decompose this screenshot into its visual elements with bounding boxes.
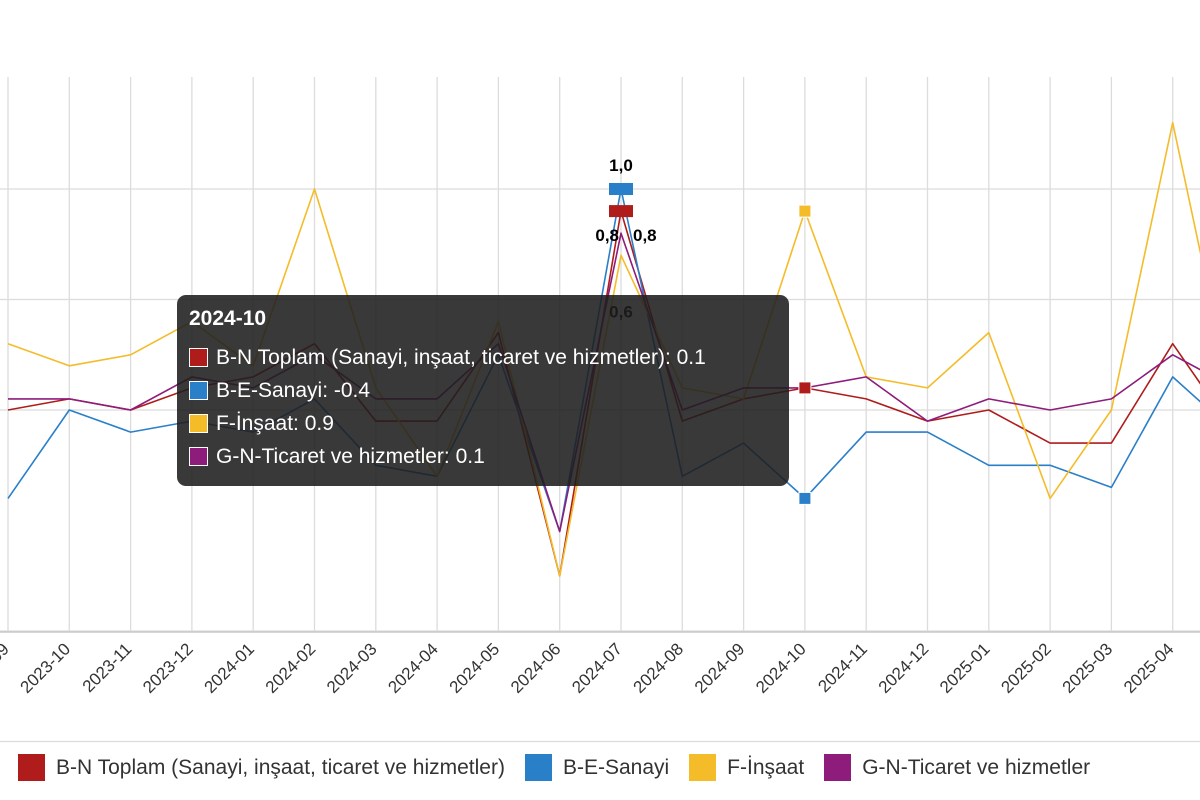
x-tick-label: 2024-02 bbox=[262, 639, 320, 697]
tooltip-row-label: B-E-Sanayi: -0.4 bbox=[216, 378, 371, 402]
tooltip-row: B-N Toplam (Sanayi, inşaat, ticaret ve h… bbox=[189, 341, 777, 374]
x-tick-label: 2024-11 bbox=[814, 639, 871, 696]
chart-tooltip: 2024-10 B-N Toplam (Sanayi, inşaat, tica… bbox=[177, 295, 789, 486]
x-tick-label: 2025-02 bbox=[997, 639, 1055, 697]
hover-marker bbox=[798, 204, 812, 218]
x-tick-label: 2025-01 bbox=[936, 639, 994, 697]
legend-swatch bbox=[689, 754, 717, 781]
legend-label: G-N-Ticaret ve hizmetler bbox=[862, 755, 1091, 779]
legend-item-f[interactable]: F-İnşaat bbox=[689, 754, 804, 781]
x-tick-label: 2024-09 bbox=[691, 639, 749, 697]
tooltip-swatch-gn bbox=[189, 447, 208, 466]
x-tick-label: 2023-10 bbox=[17, 639, 75, 697]
tooltip-row: G-N-Ticaret ve hizmetler: 0.1 bbox=[189, 440, 777, 473]
x-tick-label: 2024-07 bbox=[568, 639, 626, 697]
legend-label: F-İnşaat bbox=[727, 755, 805, 779]
x-axis-ticks: 09 2023-10 2023-11 2023-12 2024-01 2024-02 202… bbox=[0, 639, 1178, 697]
chart-legend: B-N Toplam (Sanayi, inşaat, ticaret ve h… bbox=[18, 754, 1110, 781]
hover-markers bbox=[798, 204, 812, 505]
data-label: 1,0 bbox=[609, 156, 633, 175]
data-label: 0,8 bbox=[595, 226, 619, 245]
tooltip-title: 2024-10 bbox=[189, 307, 267, 330]
x-tick-label: 2023-11 bbox=[79, 639, 136, 696]
x-tick-label: 2024-04 bbox=[384, 639, 442, 697]
legend-item-be[interactable]: B-E-Sanayi bbox=[524, 754, 670, 781]
tooltip-swatch-f bbox=[189, 414, 208, 433]
x-tick-label: 2024-01 bbox=[200, 639, 258, 697]
x-tick-label: 2024-12 bbox=[875, 639, 933, 697]
legend-label: B-N Toplam (Sanayi, inşaat, ticaret ve h… bbox=[56, 755, 505, 779]
legend-label: B-E-Sanayi bbox=[562, 755, 670, 779]
tooltip-row-label: B-N Toplam (Sanayi, inşaat, ticaret ve h… bbox=[216, 345, 706, 369]
hover-marker bbox=[798, 381, 812, 395]
legend-swatch bbox=[824, 754, 852, 781]
tooltip-row: B-E-Sanayi: -0.4 bbox=[189, 374, 777, 407]
x-tick-label: 2025-04 bbox=[1120, 639, 1178, 697]
legend-swatch bbox=[524, 754, 552, 781]
x-tick-label: 09 bbox=[0, 639, 13, 666]
bar-marker-be bbox=[609, 183, 633, 195]
tooltip-swatch-be bbox=[189, 381, 208, 400]
legend-swatch bbox=[18, 754, 45, 781]
data-label: 0,8 bbox=[633, 226, 657, 245]
x-tick-label: 2024-10 bbox=[752, 639, 810, 697]
tooltip-row-label: F-İnşaat: 0.9 bbox=[216, 411, 334, 435]
tooltip-row-label: G-N-Ticaret ve hizmetler: 0.1 bbox=[216, 444, 485, 468]
legend-item-gn[interactable]: G-N-Ticaret ve hizmetler bbox=[824, 754, 1090, 781]
legend-item-bn[interactable]: B-N Toplam (Sanayi, inşaat, ticaret ve h… bbox=[18, 754, 505, 781]
x-tick-label: 2023-12 bbox=[139, 639, 197, 697]
x-tick-label: 2024-05 bbox=[446, 639, 504, 697]
x-tick-label: 2024-08 bbox=[630, 639, 688, 697]
bar-marker-bn bbox=[609, 205, 633, 218]
tooltip-row: F-İnşaat: 0.9 bbox=[189, 407, 777, 440]
x-tick-label: 2025-03 bbox=[1059, 639, 1117, 697]
tooltip-swatch-bn bbox=[189, 348, 208, 367]
hover-marker bbox=[798, 491, 812, 505]
x-tick-label: 2024-06 bbox=[507, 639, 565, 697]
x-tick-label: 2024-03 bbox=[323, 639, 381, 697]
